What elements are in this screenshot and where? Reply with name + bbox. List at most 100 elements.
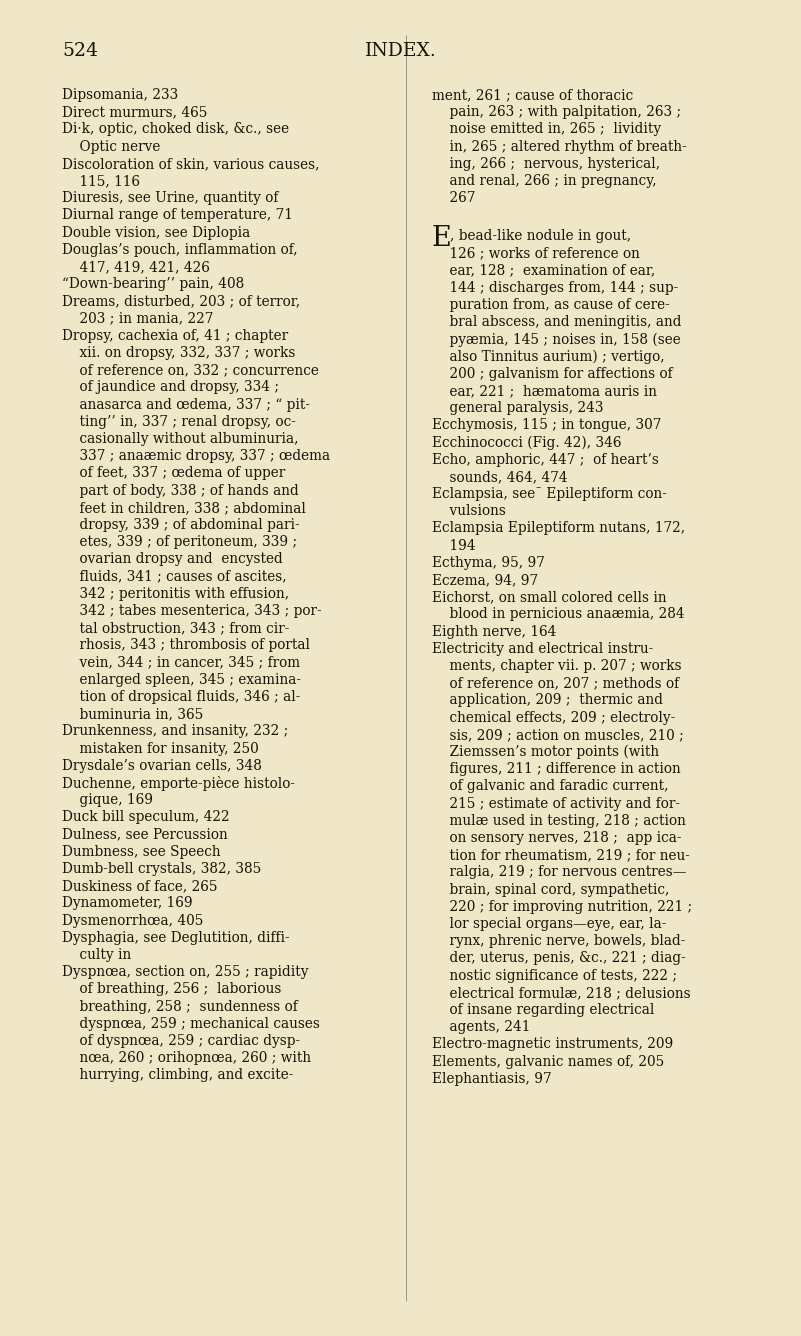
Text: hurrying, climbing, and excite-: hurrying, climbing, and excite- xyxy=(62,1069,293,1082)
Text: chemical effects, 209 ; electroly-: chemical effects, 209 ; electroly- xyxy=(432,711,675,724)
Text: 220 ; for improving nutrition, 221 ;: 220 ; for improving nutrition, 221 ; xyxy=(432,900,692,914)
Text: Dipsomania, 233: Dipsomania, 233 xyxy=(62,88,179,102)
Text: breathing, 258 ;  sundenness of: breathing, 258 ; sundenness of xyxy=(62,999,298,1014)
Text: also Tinnitus aurium) ; vertigo,: also Tinnitus aurium) ; vertigo, xyxy=(432,350,665,363)
Text: xii. on dropsy, 332, 337 ; works: xii. on dropsy, 332, 337 ; works xyxy=(62,346,296,359)
Text: bral abscess, and meningitis, and: bral abscess, and meningitis, and xyxy=(432,315,682,329)
Text: figures, 211 ; difference in action: figures, 211 ; difference in action xyxy=(432,763,681,776)
Text: nœa, 260 ; orihopnœa, 260 ; with: nœa, 260 ; orihopnœa, 260 ; with xyxy=(62,1051,311,1065)
Text: Dreams, disturbed, 203 ; of terror,: Dreams, disturbed, 203 ; of terror, xyxy=(62,294,300,309)
Text: Dropsy, cachexia of, 41 ; chapter: Dropsy, cachexia of, 41 ; chapter xyxy=(62,329,288,343)
Text: Dulness, see Percussion: Dulness, see Percussion xyxy=(62,827,227,842)
Text: Dumb-bell crystals, 382, 385: Dumb-bell crystals, 382, 385 xyxy=(62,862,261,876)
Text: brain, spinal cord, sympathetic,: brain, spinal cord, sympathetic, xyxy=(432,883,670,896)
Text: blood in pernicious anaæmia, 284: blood in pernicious anaæmia, 284 xyxy=(432,608,685,621)
Text: Drysdale’s ovarian cells, 348: Drysdale’s ovarian cells, 348 xyxy=(62,759,262,772)
Text: ralgia, 219 ; for nervous centres—: ralgia, 219 ; for nervous centres— xyxy=(432,866,686,879)
Text: ing, 266 ;  nervous, hysterical,: ing, 266 ; nervous, hysterical, xyxy=(432,156,660,171)
Text: ment, 261 ; cause of thoracic: ment, 261 ; cause of thoracic xyxy=(432,88,634,102)
Text: Diurnal range of temperature, 71: Diurnal range of temperature, 71 xyxy=(62,208,293,222)
Text: Dumbness, see Speech: Dumbness, see Speech xyxy=(62,844,220,859)
Text: agents, 241: agents, 241 xyxy=(432,1021,530,1034)
Text: Drunkenness, and insanity, 232 ;: Drunkenness, and insanity, 232 ; xyxy=(62,724,288,739)
Text: Eichorst, on small colored cells in: Eichorst, on small colored cells in xyxy=(432,591,666,604)
Text: Duchenne, emporte-pièce histolo-: Duchenne, emporte-pièce histolo- xyxy=(62,776,295,791)
Text: dropsy, 339 ; of abdominal pari-: dropsy, 339 ; of abdominal pari- xyxy=(62,518,300,532)
Text: Eczema, 94, 97: Eczema, 94, 97 xyxy=(432,573,538,587)
Text: tion of dropsical fluids, 346 ; al-: tion of dropsical fluids, 346 ; al- xyxy=(62,689,300,704)
Text: Ecchymosis, 115 ; in tongue, 307: Ecchymosis, 115 ; in tongue, 307 xyxy=(432,418,662,433)
Text: Eclampsia Epileptiform nutans, 172,: Eclampsia Epileptiform nutans, 172, xyxy=(432,521,685,536)
Text: of galvanic and faradic current,: of galvanic and faradic current, xyxy=(432,779,669,794)
Text: rhosis, 343 ; thrombosis of portal: rhosis, 343 ; thrombosis of portal xyxy=(62,639,310,652)
Text: 144 ; discharges from, 144 ; sup-: 144 ; discharges from, 144 ; sup- xyxy=(432,281,678,295)
Text: Douglas’s pouch, inflammation of,: Douglas’s pouch, inflammation of, xyxy=(62,243,298,257)
Text: 215 ; estimate of activity and for-: 215 ; estimate of activity and for- xyxy=(432,796,680,811)
Text: application, 209 ;  thermic and: application, 209 ; thermic and xyxy=(432,693,663,708)
Text: 417, 419, 421, 426: 417, 419, 421, 426 xyxy=(62,261,210,274)
Text: E: E xyxy=(432,224,452,253)
Text: Eighth nerve, 164: Eighth nerve, 164 xyxy=(432,625,557,639)
Text: 342 ; tabes mesenterica, 343 ; por-: 342 ; tabes mesenterica, 343 ; por- xyxy=(62,604,322,619)
Text: pain, 263 ; with palpitation, 263 ;: pain, 263 ; with palpitation, 263 ; xyxy=(432,106,681,119)
Text: Ziemssen’s motor points (with: Ziemssen’s motor points (with xyxy=(432,745,659,759)
Text: Eclampsia, see¯ Epileptiform con-: Eclampsia, see¯ Epileptiform con- xyxy=(432,488,667,501)
Text: Diuresis, see Urine, quantity of: Diuresis, see Urine, quantity of xyxy=(62,191,279,206)
Text: ear, 221 ;  hæmatoma auris in: ear, 221 ; hæmatoma auris in xyxy=(432,383,657,398)
Text: of breathing, 256 ;  laborious: of breathing, 256 ; laborious xyxy=(62,982,281,997)
Text: 115, 116: 115, 116 xyxy=(62,174,140,188)
Text: lor special organs—eye, ear, la-: lor special organs—eye, ear, la- xyxy=(432,916,666,931)
Text: Elements, galvanic names of, 205: Elements, galvanic names of, 205 xyxy=(432,1054,664,1069)
Text: Double vision, see Diplopia: Double vision, see Diplopia xyxy=(62,226,250,239)
Text: 337 ; anaæmic dropsy, 337 ; œdema: 337 ; anaæmic dropsy, 337 ; œdema xyxy=(62,449,330,464)
Text: mulæ used in testing, 218 ; action: mulæ used in testing, 218 ; action xyxy=(432,814,686,828)
Text: vein, 344 ; in cancer, 345 ; from: vein, 344 ; in cancer, 345 ; from xyxy=(62,656,300,669)
Text: Ecchinococci (Fig. 42), 346: Ecchinococci (Fig. 42), 346 xyxy=(432,436,622,450)
Text: part of body, 338 ; of hands and: part of body, 338 ; of hands and xyxy=(62,484,299,497)
Text: ovarian dropsy and  encysted: ovarian dropsy and encysted xyxy=(62,552,283,566)
Text: ments, chapter vii. p. 207 ; works: ments, chapter vii. p. 207 ; works xyxy=(432,659,682,673)
Text: sounds, 464, 474: sounds, 464, 474 xyxy=(432,470,568,484)
Text: Direct murmurs, 465: Direct murmurs, 465 xyxy=(62,106,207,119)
Text: ting’’ in, 337 ; renal dropsy, oc-: ting’’ in, 337 ; renal dropsy, oc- xyxy=(62,414,296,429)
Text: fluids, 341 ; causes of ascites,: fluids, 341 ; causes of ascites, xyxy=(62,569,287,584)
Text: casionally without albuminuria,: casionally without albuminuria, xyxy=(62,432,299,446)
Text: anasarca and œdema, 337 ; “ pit-: anasarca and œdema, 337 ; “ pit- xyxy=(62,398,310,411)
Text: in, 265 ; altered rhythm of breath-: in, 265 ; altered rhythm of breath- xyxy=(432,139,686,154)
Text: and renal, 266 ; in pregnancy,: and renal, 266 ; in pregnancy, xyxy=(432,174,657,188)
Text: tal obstruction, 343 ; from cir-: tal obstruction, 343 ; from cir- xyxy=(62,621,289,635)
Text: tion for rheumatism, 219 ; for neu-: tion for rheumatism, 219 ; for neu- xyxy=(432,848,690,862)
Text: 524: 524 xyxy=(62,41,98,60)
Text: of reference on, 332 ; concurrence: of reference on, 332 ; concurrence xyxy=(62,363,319,377)
Text: Ecthyma, 95, 97: Ecthyma, 95, 97 xyxy=(432,556,545,570)
Text: 267: 267 xyxy=(432,191,475,206)
Text: gique, 169: gique, 169 xyxy=(62,794,153,807)
Text: feet in children, 338 ; abdominal: feet in children, 338 ; abdominal xyxy=(62,501,306,514)
Text: mistaken for insanity, 250: mistaken for insanity, 250 xyxy=(62,741,259,756)
Text: dyspnœa, 259 ; mechanical causes: dyspnœa, 259 ; mechanical causes xyxy=(62,1017,320,1031)
Text: ear, 128 ;  examination of ear,: ear, 128 ; examination of ear, xyxy=(432,263,655,278)
Text: of jaundice and dropsy, 334 ;: of jaundice and dropsy, 334 ; xyxy=(62,381,279,394)
Text: 126 ; works of reference on: 126 ; works of reference on xyxy=(432,246,640,261)
Text: Duck bill speculum, 422: Duck bill speculum, 422 xyxy=(62,811,230,824)
Text: Echo, amphoric, 447 ;  of heart’s: Echo, amphoric, 447 ; of heart’s xyxy=(432,453,659,466)
Text: Dysphagia, see Deglutition, diffi-: Dysphagia, see Deglutition, diffi- xyxy=(62,931,290,945)
Text: 203 ; in mania, 227: 203 ; in mania, 227 xyxy=(62,311,213,326)
Text: electrical formulæ, 218 ; delusions: electrical formulæ, 218 ; delusions xyxy=(432,986,690,999)
Text: culty in: culty in xyxy=(62,949,131,962)
Text: 194: 194 xyxy=(432,538,476,553)
Text: general paralysis, 243: general paralysis, 243 xyxy=(432,401,603,415)
Text: enlarged spleen, 345 ; examina-: enlarged spleen, 345 ; examina- xyxy=(62,673,301,687)
Text: 200 ; galvanism for affections of: 200 ; galvanism for affections of xyxy=(432,366,673,381)
Text: , bead-like nodule in gout,: , bead-like nodule in gout, xyxy=(449,228,630,243)
Text: Duskiness of face, 265: Duskiness of face, 265 xyxy=(62,879,218,894)
Text: INDEX.: INDEX. xyxy=(364,41,437,60)
Text: Di·k, optic, choked disk, &c., see: Di·k, optic, choked disk, &c., see xyxy=(62,123,289,136)
Text: on sensory nerves, 218 ;  app ica-: on sensory nerves, 218 ; app ica- xyxy=(432,831,682,846)
Text: puration from, as cause of cere-: puration from, as cause of cere- xyxy=(432,298,670,311)
Text: 342 ; peritonitis with effusion,: 342 ; peritonitis with effusion, xyxy=(62,587,289,601)
Text: rynx, phrenic nerve, bowels, blad-: rynx, phrenic nerve, bowels, blad- xyxy=(432,934,686,949)
Text: of reference on, 207 ; methods of: of reference on, 207 ; methods of xyxy=(432,676,679,691)
Text: pyæmia, 145 ; noises in, 158 (see: pyæmia, 145 ; noises in, 158 (see xyxy=(432,333,681,346)
Text: Dysmenorrhœa, 405: Dysmenorrhœa, 405 xyxy=(62,914,203,927)
